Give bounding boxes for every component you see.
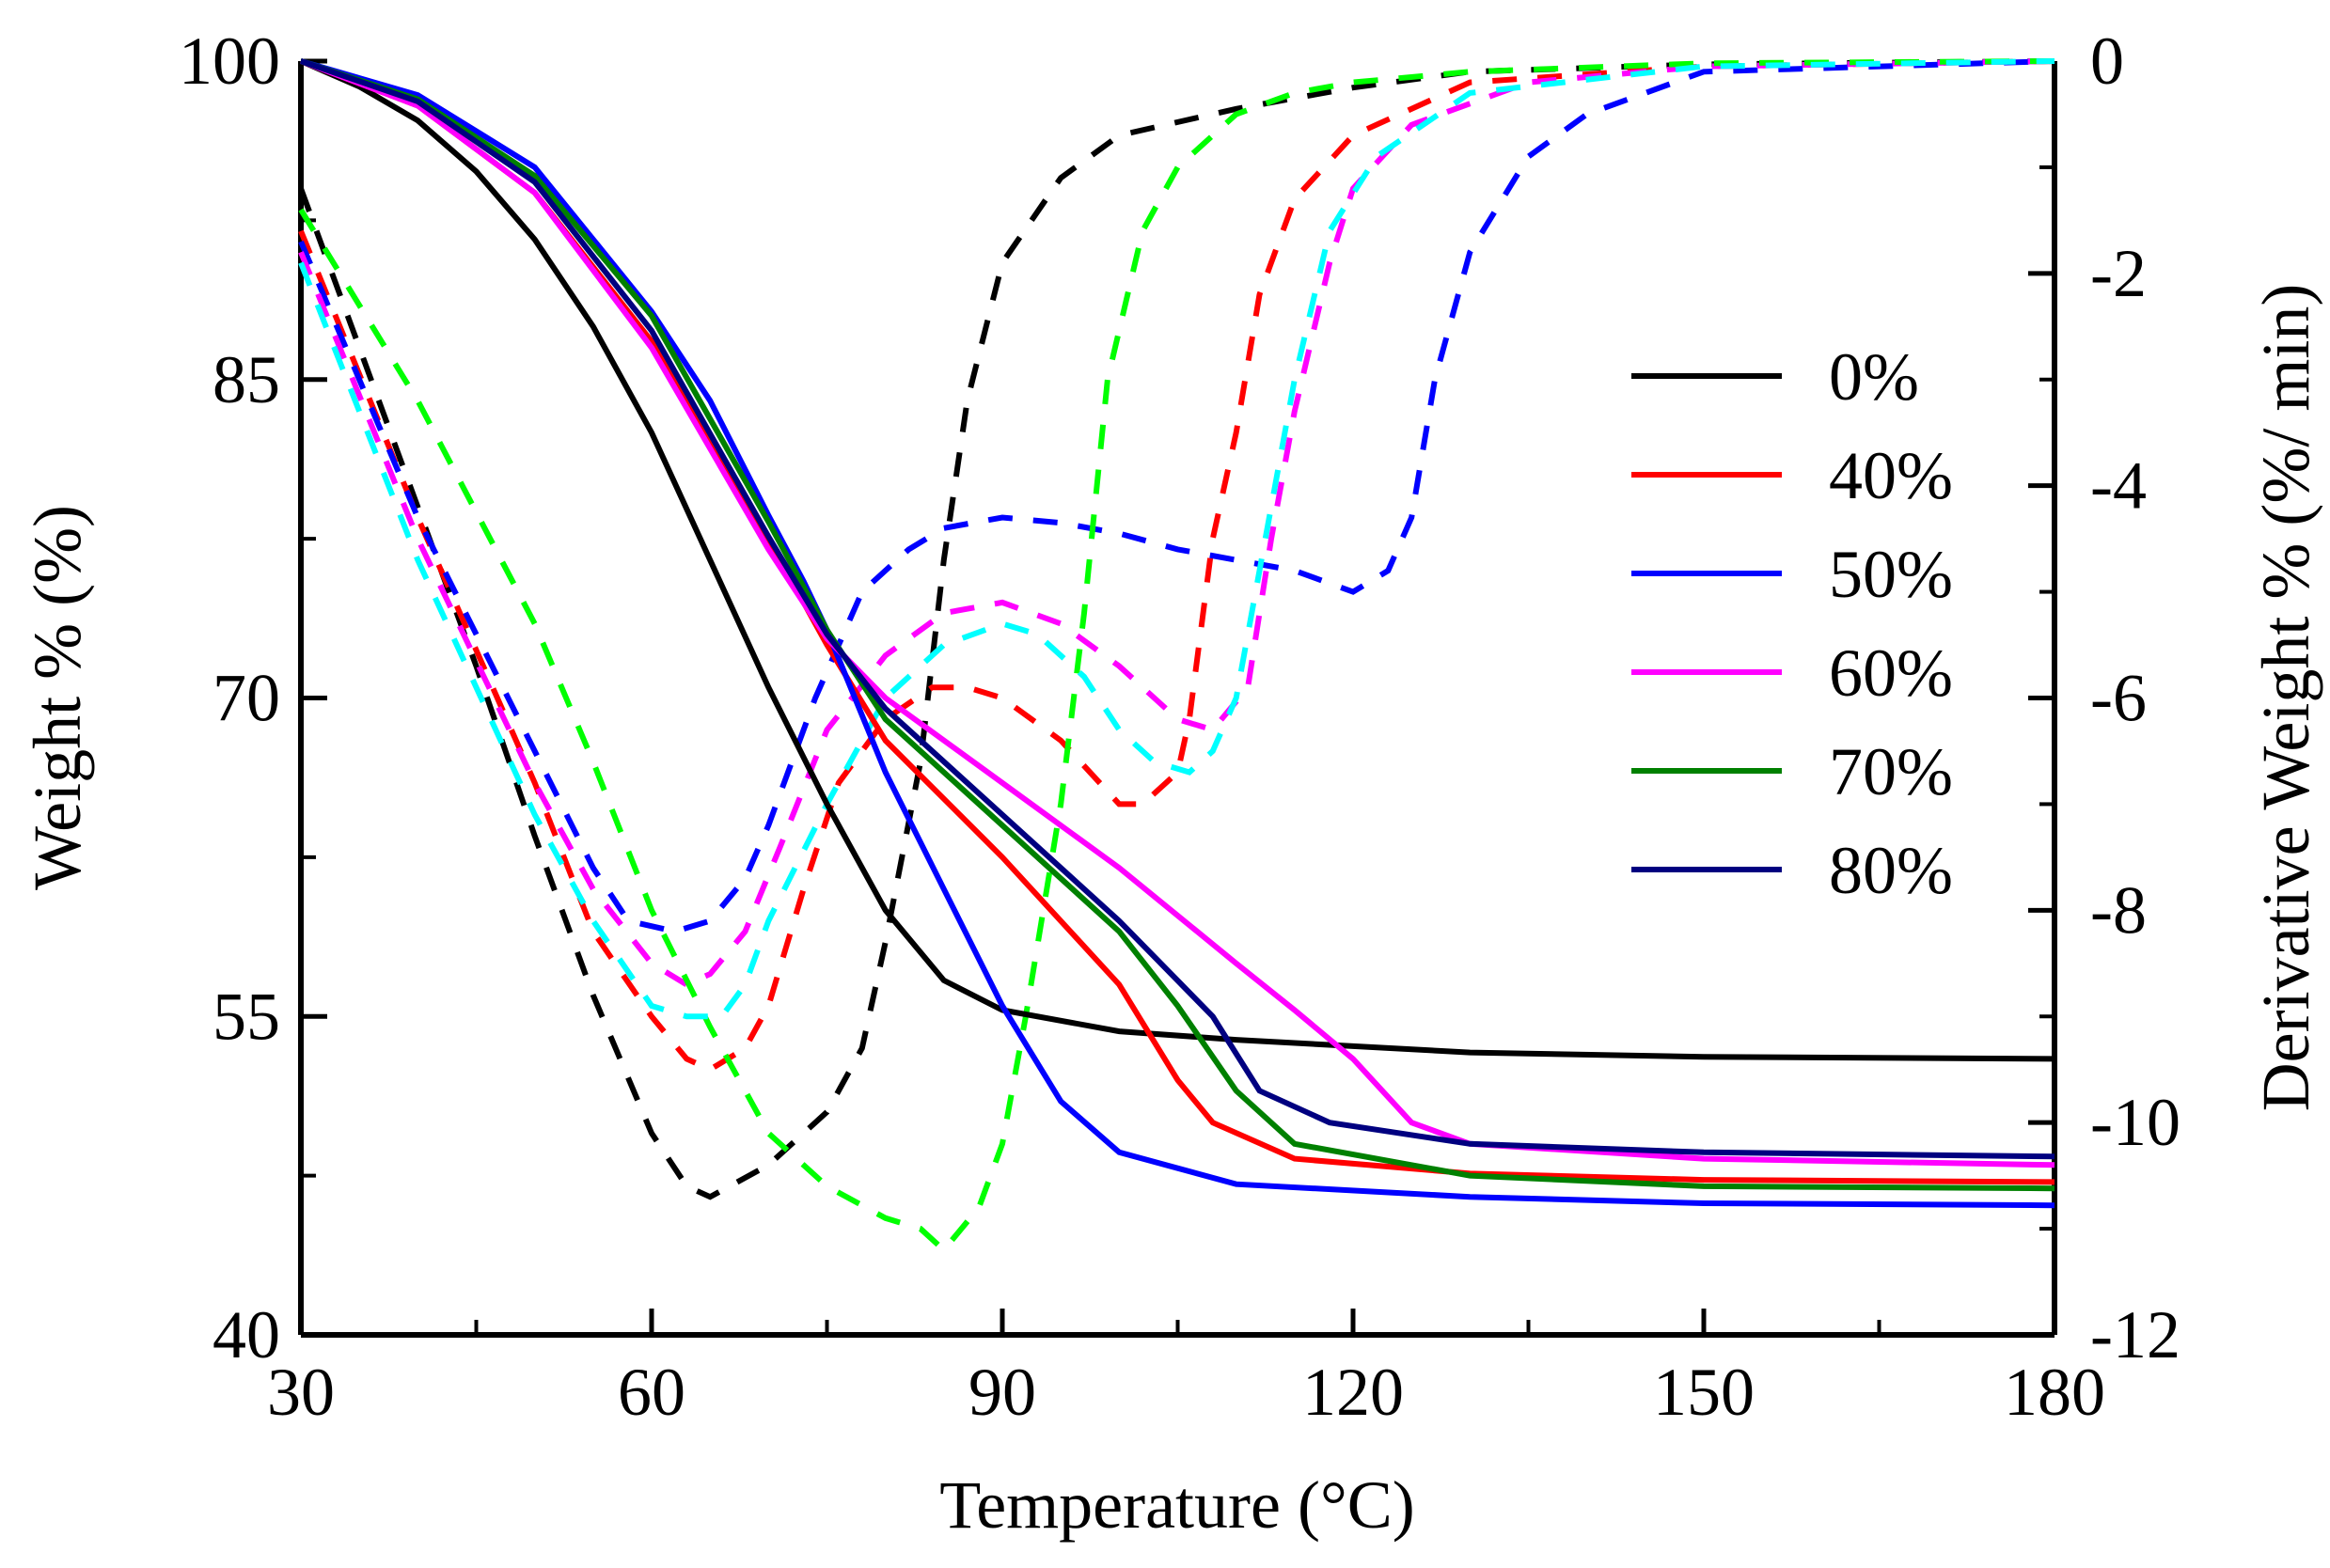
legend-label-60pct: 60% bbox=[1829, 635, 1953, 711]
axis-ticks bbox=[298, 58, 2057, 1338]
legend: 0% 40% 50% 60% 70% 80% bbox=[1631, 339, 1953, 908]
y-right-tick-label: -10 bbox=[2090, 1085, 2180, 1160]
y-left-tick-label: 55 bbox=[213, 979, 280, 1054]
y-right-tick-label: 0 bbox=[2090, 24, 2124, 99]
series-lines bbox=[298, 58, 2055, 1255]
axis-tick-labels: 30 60 90 120 150 180 40 55 70 85 100 -12 -10 -8 -6 -4 -2… bbox=[179, 24, 2180, 1430]
x-tick-label: 60 bbox=[618, 1355, 685, 1430]
y-left-tick-label: 40 bbox=[213, 1297, 280, 1372]
weight-line-50pct bbox=[300, 58, 2055, 1209]
legend-label-40pct: 40% bbox=[1829, 438, 1953, 513]
derivative-line-extra-2 bbox=[298, 58, 2055, 1020]
y-right-tick-label: -8 bbox=[2090, 872, 2147, 948]
y-right-tick-label: -6 bbox=[2090, 661, 2147, 736]
y-right-tick-label: -12 bbox=[2090, 1297, 2180, 1372]
weight-line-60pct bbox=[299, 58, 2055, 1168]
y-right-tick-label: -4 bbox=[2090, 448, 2147, 524]
x-axis-title: Temperature (°C) bbox=[939, 1467, 1415, 1543]
legend-label-0pct: 0% bbox=[1829, 339, 1919, 415]
y-left-tick-label: 100 bbox=[179, 24, 280, 99]
weight-line-70pct bbox=[300, 58, 2055, 1192]
x-tick-label: 120 bbox=[1302, 1355, 1404, 1430]
derivative-line-extra-1 bbox=[298, 58, 2055, 1255]
y-right-tick-label: -2 bbox=[2090, 236, 2147, 311]
x-tick-label: 180 bbox=[2004, 1355, 2105, 1430]
derivative-line-50pct bbox=[298, 58, 2055, 935]
legend-label-80pct: 80% bbox=[1829, 833, 1953, 908]
weight-line-80pct bbox=[300, 58, 2055, 1160]
legend-label-50pct: 50% bbox=[1829, 537, 1953, 612]
y-left-axis-title: Weight % (%) bbox=[20, 505, 95, 890]
y-right-axis-title: Derivative Weight % (%/ min) bbox=[2248, 284, 2323, 1112]
x-tick-label: 30 bbox=[267, 1355, 335, 1430]
derivative-line-40pct bbox=[298, 58, 2055, 1074]
derivative-line-0pct bbox=[298, 58, 2055, 1200]
y-left-tick-label: 70 bbox=[213, 661, 280, 736]
y-left-tick-label: 85 bbox=[213, 342, 280, 417]
x-tick-label: 150 bbox=[1653, 1355, 1755, 1430]
legend-label-70pct: 70% bbox=[1829, 734, 1953, 809]
x-tick-label: 90 bbox=[968, 1355, 1036, 1430]
weight-line-0pct bbox=[299, 58, 2055, 1062]
